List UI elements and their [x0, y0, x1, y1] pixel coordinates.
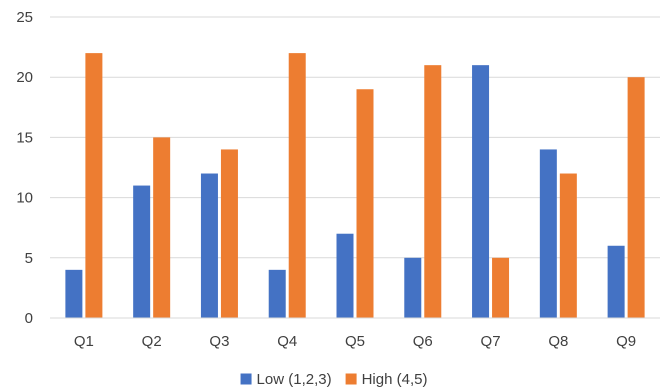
x-tick-label-q1: Q1	[74, 333, 94, 350]
bar-q2-series-1	[133, 185, 151, 318]
x-tick-label-q4: Q4	[277, 333, 297, 350]
y-tick-label-25: 25	[16, 9, 33, 26]
bar-q3-series-1	[200, 173, 218, 318]
bar-q9-series-1	[607, 245, 625, 318]
bar-q7-series-2	[492, 257, 510, 318]
y-tick-label-10: 10	[16, 190, 33, 207]
axes: 0 5 10 15 20 25 Q1 Q2 Q3 Q4 Q5 Q6 Q7 Q8 Q9	[16, 9, 660, 350]
bar-q7-series-1	[472, 65, 490, 318]
bar-q4-series-2	[288, 53, 306, 319]
y-tick-label-20: 20	[16, 69, 33, 86]
bar-q2-series-2	[153, 137, 171, 318]
legend-swatch-series-2	[345, 373, 357, 385]
bars	[65, 53, 645, 319]
bar-q9-series-2	[627, 77, 645, 318]
x-tick-label-q9: Q9	[616, 333, 636, 350]
bar-q1-series-1	[65, 269, 83, 318]
y-tick-label-5: 5	[25, 250, 33, 267]
legend-swatch-series-1	[240, 373, 252, 385]
bar-q6-series-2	[424, 65, 442, 318]
x-tick-label-q3: Q3	[209, 333, 229, 350]
x-tick-label-q6: Q6	[413, 333, 433, 350]
bar-q8-series-1	[539, 149, 557, 318]
bar-q8-series-2	[559, 173, 577, 318]
y-tick-label-0: 0	[25, 310, 33, 327]
x-tick-label-q2: Q2	[142, 333, 162, 350]
bar-q4-series-1	[268, 269, 286, 318]
bar-q5-series-2	[356, 89, 374, 319]
x-tick-label-q5: Q5	[345, 333, 365, 350]
x-tick-label-q7: Q7	[481, 333, 501, 350]
bar-q3-series-2	[220, 149, 238, 318]
bar-q6-series-1	[404, 257, 422, 318]
legend-label-series-1: Low (1,2,3)	[257, 371, 332, 388]
y-tick-label-15: 15	[16, 129, 33, 146]
legend-label-series-2: High (4,5)	[362, 371, 428, 388]
bar-q1-series-2	[85, 53, 103, 319]
gridlines	[50, 16, 660, 259]
x-tick-label-q8: Q8	[548, 333, 568, 350]
bar-q5-series-1	[336, 233, 354, 318]
legend: Low (1,2,3) High (4,5)	[240, 371, 428, 388]
